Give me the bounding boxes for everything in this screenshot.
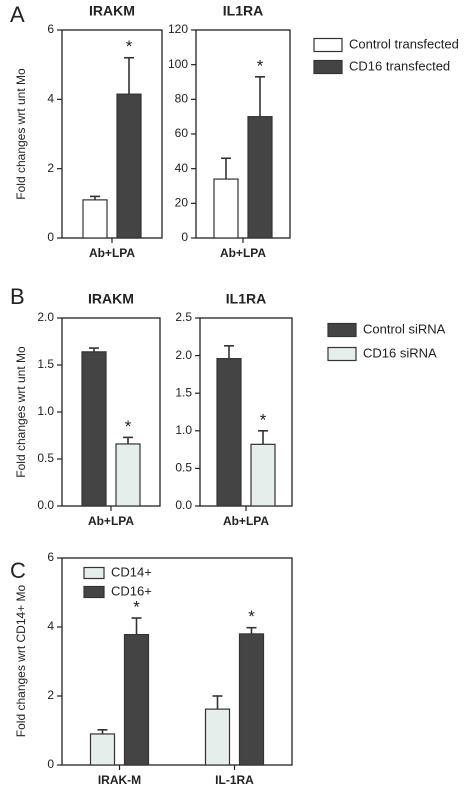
y-tick-label: 100 <box>168 57 188 71</box>
significance-star: * <box>257 56 264 75</box>
legend-swatch <box>327 322 357 338</box>
bar <box>238 633 265 766</box>
legend-swatch <box>313 37 343 53</box>
y-axis-label: Fold changes wrt CD14+ Mo <box>14 584 28 737</box>
legend-label: CD16 siRNA <box>363 345 437 360</box>
y-tick-label: 120 <box>168 22 188 36</box>
significance-star: * <box>125 417 132 436</box>
y-tick-label: 40 <box>175 161 189 175</box>
plot-title: IRAKM <box>88 291 134 307</box>
bar <box>81 351 107 507</box>
x-tick-label: IL-1RA <box>215 773 254 785</box>
y-tick-label: 0 <box>47 230 54 244</box>
legend-label: CD16+ <box>111 583 152 598</box>
x-tick-label: Ab+LPA <box>220 246 266 260</box>
y-tick-label: 0.0 <box>37 498 54 512</box>
y-tick-label: 4 <box>47 619 54 633</box>
legend-swatch <box>83 585 105 599</box>
y-tick-label: 0.0 <box>175 498 192 512</box>
plot-frame <box>199 317 293 507</box>
y-tick-label: 2.5 <box>175 310 192 324</box>
x-tick-label: IRAK-M <box>98 773 141 785</box>
y-tick-label: 1.5 <box>37 357 54 371</box>
y-tick-label: 6 <box>47 22 54 36</box>
y-tick-label: 0 <box>181 230 188 244</box>
y-tick-label: 6 <box>47 550 54 564</box>
legend-label: CD16 transfected <box>349 58 450 73</box>
significance-star: * <box>248 607 255 626</box>
plot-frame <box>61 317 161 507</box>
y-axis-label: Fold changes wrt unt Mo <box>14 68 28 200</box>
y-tick-label: 20 <box>175 196 189 210</box>
legend-label: Control siRNA <box>363 321 446 336</box>
bar <box>89 733 116 766</box>
legend-label: Control transfected <box>349 36 459 51</box>
bar <box>247 116 273 239</box>
x-tick-label: Ab+LPA <box>89 246 135 260</box>
y-tick-label: 2.0 <box>37 310 54 324</box>
bar <box>82 199 108 239</box>
y-tick-label: 0.5 <box>175 461 192 475</box>
y-tick-label: 1.0 <box>175 423 192 437</box>
y-tick-label: 60 <box>175 126 189 140</box>
x-tick-label: Ab+LPA <box>223 514 269 528</box>
plot-frame <box>61 557 293 766</box>
legend-swatch <box>327 346 357 362</box>
bar <box>213 178 239 239</box>
y-tick-label: 4 <box>47 92 54 106</box>
plot-frame <box>195 29 291 239</box>
bar <box>216 358 242 507</box>
significance-star: * <box>133 598 140 617</box>
bar <box>115 443 141 507</box>
plot-title: IRAKM <box>89 3 135 19</box>
y-tick-label: 80 <box>175 92 189 106</box>
y-tick-label: 0 <box>47 757 54 771</box>
y-axis-label: Fold changes wrt unt Mo <box>14 346 28 478</box>
plot-frame <box>61 29 163 239</box>
y-tick-label: 2 <box>47 161 54 175</box>
bar <box>204 708 231 766</box>
plot-title: IL1RA <box>223 3 263 19</box>
y-tick-label: 1.0 <box>37 404 54 418</box>
bar <box>116 93 142 239</box>
panel-letter: B <box>10 284 25 309</box>
y-tick-label: 0.5 <box>37 451 54 465</box>
y-tick-label: 1.5 <box>175 385 192 399</box>
y-tick-label: 2.0 <box>175 348 192 362</box>
bar <box>123 633 150 766</box>
y-tick-label: 2 <box>47 688 54 702</box>
panel-letter: C <box>10 558 26 583</box>
legend-swatch <box>313 59 343 75</box>
bar <box>250 443 276 507</box>
x-tick-label: Ab+LPA <box>88 514 134 528</box>
significance-star: * <box>260 410 267 429</box>
legend-swatch <box>83 566 105 580</box>
panel-letter: A <box>10 2 25 27</box>
plot-title: IL1RA <box>226 291 266 307</box>
legend-label: CD14+ <box>111 564 152 579</box>
significance-star: * <box>126 37 133 56</box>
